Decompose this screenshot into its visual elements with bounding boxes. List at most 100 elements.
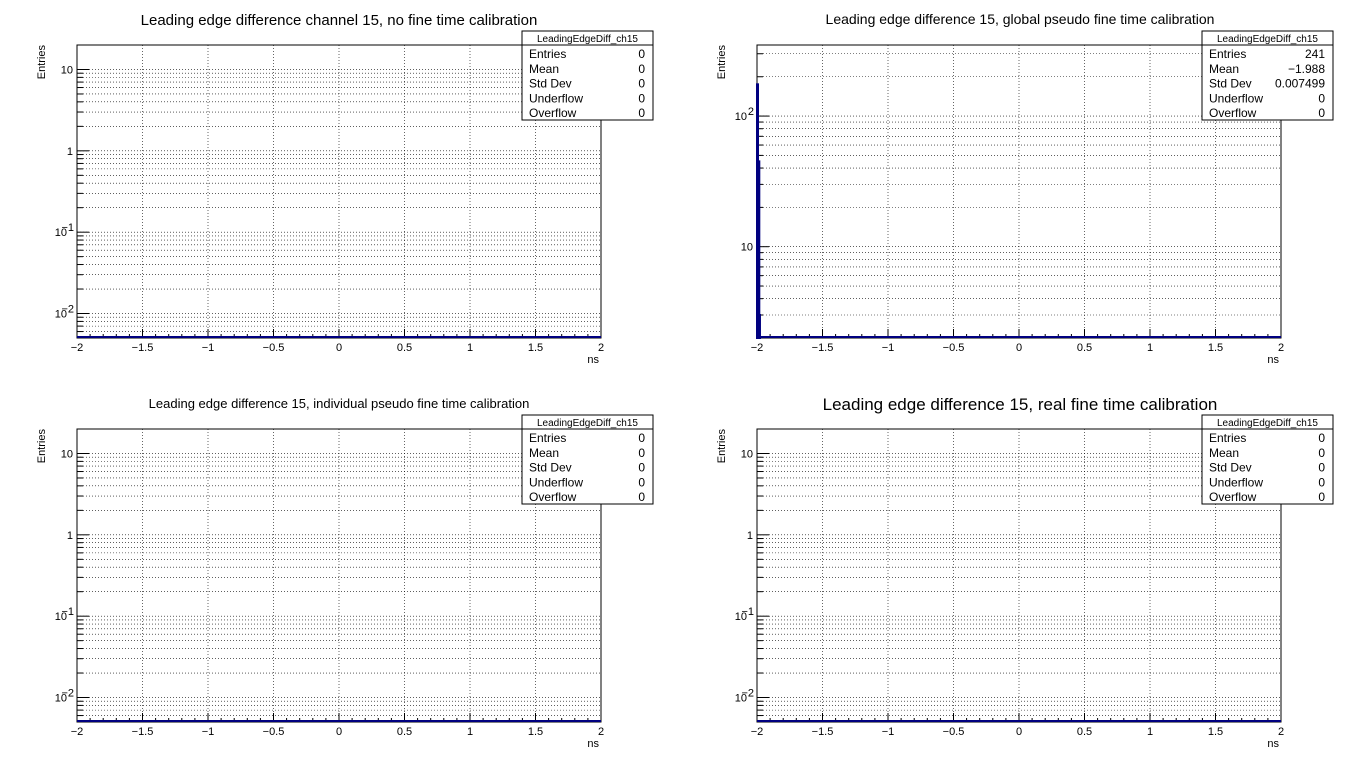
stats-label: Overflow — [1209, 106, 1257, 120]
y-tick-label: 1 — [67, 146, 73, 158]
y-tick-base: 1 — [67, 146, 73, 158]
stats-label: Std Dev — [1209, 461, 1252, 475]
stats-value: 0 — [638, 446, 645, 460]
x-tick-label: −0.5 — [263, 726, 285, 738]
y-axis-label: Entries — [716, 45, 728, 80]
stats-value: 0 — [1318, 490, 1325, 504]
stats-value: 0 — [638, 461, 645, 475]
stats-box-frame — [521, 414, 654, 505]
y-tick-label: 10 — [741, 448, 753, 460]
stats-box: LeadingEdgeDiff_ch15 Entries 0 Mean 0 Std Dev… — [1201, 414, 1334, 505]
stats-label: Underflow — [1209, 91, 1263, 105]
y-axis-label: Entries — [36, 45, 48, 80]
stats-value: 0.007499 — [1275, 77, 1325, 91]
stats-label: Underflow — [1209, 475, 1263, 489]
stats-label: Entries — [1209, 47, 1246, 61]
stats-box-frame — [1201, 414, 1334, 505]
histogram-panel-2: Leading edge difference 15, global pseud… — [716, 11, 1334, 366]
y-tick-exponent: −1 — [61, 222, 74, 234]
x-tick-label: −1.5 — [812, 342, 834, 354]
x-tick-label: 0.5 — [397, 342, 412, 354]
x-tick-label: 0 — [1016, 726, 1022, 738]
y-tick-label: 10 — [741, 242, 753, 254]
stats-label: Overflow — [529, 106, 577, 120]
y-tick-label: 10 — [61, 64, 73, 76]
y-tick-label: 10−1 — [55, 222, 74, 239]
chart-title: Leading edge difference channel 15, no f… — [141, 12, 538, 29]
stats-label: Underflow — [529, 475, 583, 489]
y-tick-exponent: 2 — [748, 106, 754, 118]
stats-label: Mean — [1209, 62, 1239, 76]
stats-label: Entries — [1209, 431, 1246, 445]
stats-value: 0 — [1318, 461, 1325, 475]
x-tick-label: −1.5 — [132, 726, 154, 738]
stats-box-name: LeadingEdgeDiff_ch15 — [1217, 418, 1318, 429]
stats-label: Entries — [529, 431, 566, 445]
y-tick-label: 10−2 — [55, 688, 74, 705]
y-tick-base: 10 — [61, 64, 73, 76]
x-tick-label: 1.5 — [1208, 726, 1223, 738]
y-tick-base: 10 — [55, 309, 67, 321]
stats-label: Overflow — [529, 490, 577, 504]
stats-label: Std Dev — [1209, 77, 1252, 91]
x-tick-label: −0.5 — [943, 342, 965, 354]
y-tick-exponent: −1 — [741, 606, 754, 618]
stats-value: 0 — [1318, 431, 1325, 445]
x-tick-label: 1 — [467, 726, 473, 738]
x-tick-label: 0 — [1016, 342, 1022, 354]
stats-box-name: LeadingEdgeDiff_ch15 — [537, 418, 638, 429]
y-tick-label: 1 — [67, 530, 73, 542]
stats-value: 0 — [638, 77, 645, 91]
histogram-panel-3: Leading edge difference 15, individual p… — [36, 396, 654, 750]
stats-value: 0 — [638, 47, 645, 61]
stats-box-name: LeadingEdgeDiff_ch15 — [1217, 34, 1318, 45]
y-tick-base: 10 — [735, 693, 747, 705]
x-axis-label: ns — [1267, 738, 1279, 750]
x-tick-label: 1.5 — [1208, 342, 1223, 354]
stats-value: 0 — [1318, 475, 1325, 489]
y-tick-label: 1 — [747, 530, 753, 542]
stats-box: LeadingEdgeDiff_ch15 Entries 241 Mean −1.988… — [1201, 30, 1334, 121]
y-tick-label: 10−2 — [735, 688, 754, 705]
y-axis-label: Entries — [716, 429, 728, 464]
x-axis-label: ns — [587, 354, 599, 366]
stats-value: 0 — [638, 106, 645, 120]
histogram-bin — [757, 313, 761, 340]
stats-label: Underflow — [529, 91, 583, 105]
y-tick-base: 10 — [741, 242, 753, 254]
y-tick-base: 10 — [741, 448, 753, 460]
stats-value: 0 — [638, 431, 645, 445]
stats-value: 241 — [1305, 47, 1325, 61]
x-tick-label: −1 — [202, 726, 215, 738]
x-tick-label: 1.5 — [528, 726, 543, 738]
stats-label: Std Dev — [529, 461, 572, 475]
y-tick-base: 10 — [55, 227, 67, 239]
stats-box-frame — [1201, 30, 1334, 121]
y-tick-label: 10−1 — [735, 606, 754, 623]
y-tick-base: 10 — [735, 111, 747, 123]
stats-value: 0 — [638, 475, 645, 489]
x-tick-label: 0.5 — [1077, 726, 1092, 738]
y-tick-label: 10−1 — [55, 606, 74, 623]
chart-title: Leading edge difference 15, real fine ti… — [823, 395, 1218, 414]
x-tick-label: 0.5 — [397, 726, 412, 738]
x-tick-label: 0.5 — [1077, 342, 1092, 354]
stats-box-frame — [521, 30, 654, 121]
stats-value: 0 — [1318, 446, 1325, 460]
x-tick-label: −2 — [751, 342, 764, 354]
y-tick-base: 10 — [61, 448, 73, 460]
x-tick-label: −1.5 — [812, 726, 834, 738]
x-tick-label: −1.5 — [132, 342, 154, 354]
y-tick-base: 1 — [67, 530, 73, 542]
x-tick-label: 0 — [336, 726, 342, 738]
x-tick-label: −2 — [71, 726, 84, 738]
x-tick-label: 1 — [1147, 342, 1153, 354]
x-tick-label: −1 — [882, 726, 895, 738]
stats-box: LeadingEdgeDiff_ch15 Entries 0 Mean 0 Std Dev… — [521, 414, 654, 505]
x-tick-label: −1 — [202, 342, 215, 354]
stats-value: 0 — [638, 91, 645, 105]
stats-label: Entries — [529, 47, 566, 61]
y-tick-base: 10 — [55, 693, 67, 705]
x-tick-label: −0.5 — [943, 726, 965, 738]
